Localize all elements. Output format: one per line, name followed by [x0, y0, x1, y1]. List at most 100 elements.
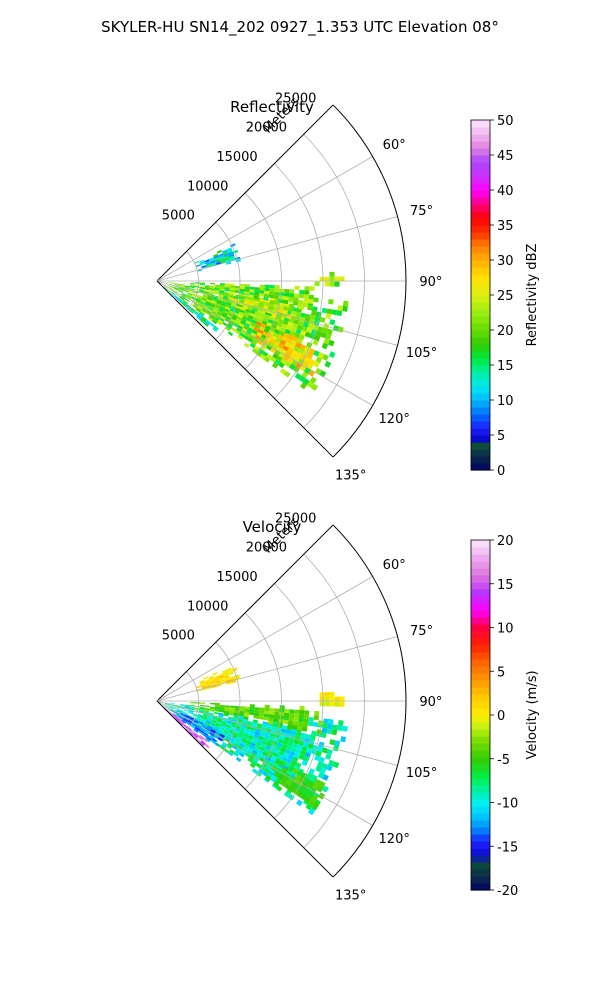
echo-cell	[301, 760, 308, 767]
echo-cell	[287, 321, 294, 327]
echo-cell	[179, 285, 185, 288]
reflectivity-title: Reflectivity	[230, 98, 314, 116]
echo-cell	[319, 696, 325, 702]
echo-cell	[329, 696, 335, 702]
echo-cell	[259, 732, 265, 738]
colorbar-segment	[471, 659, 490, 667]
echo-cell	[216, 299, 222, 303]
echo-cell	[204, 288, 210, 291]
colorbar-segment	[471, 645, 490, 653]
echo-cell	[297, 348, 305, 355]
echo-cell	[304, 751, 311, 758]
echo-cell	[290, 747, 297, 753]
echo-cell	[339, 276, 345, 282]
echo-cell	[307, 721, 314, 727]
echo-cell	[199, 728, 205, 733]
echo-cell	[221, 721, 227, 725]
echo-cell	[278, 305, 284, 310]
echo-cell	[184, 287, 190, 289]
echo-cell	[259, 345, 266, 351]
echo-cell	[180, 296, 185, 300]
colorbar-segment	[471, 183, 490, 191]
echo-cell	[334, 696, 340, 702]
echo-cell	[165, 702, 170, 704]
echo-cell	[342, 725, 348, 732]
azimuth-tick-label: 75°	[410, 624, 433, 639]
echo-cell	[183, 300, 188, 305]
echo-cell	[298, 713, 305, 719]
echo-cell	[193, 291, 199, 294]
echo-cell	[253, 715, 259, 719]
echo-cell	[279, 761, 286, 768]
echo-cell	[266, 322, 273, 327]
azimuth-spoke	[156, 156, 373, 282]
echo-cell	[258, 304, 264, 309]
echo-cell	[241, 747, 248, 753]
azimuth-tick-label: 60°	[383, 558, 406, 573]
echo-cell	[250, 727, 257, 732]
reflectivity-polar-grid	[156, 104, 407, 458]
echo-cell	[205, 720, 211, 725]
echo-cell	[256, 723, 263, 728]
echo-cell	[252, 722, 258, 726]
echo-cell	[262, 331, 269, 337]
echo-cell	[298, 375, 306, 383]
echo-cell	[334, 740, 341, 747]
echo-cell	[193, 718, 199, 723]
echo-cell	[170, 702, 176, 704]
echo-cell	[221, 313, 227, 319]
echo-cell	[170, 282, 176, 284]
azimuth-spoke	[156, 636, 398, 702]
figure-suptitle: SKYLER-HU SN14_202 0927_1.353 UTC Elevat…	[101, 18, 499, 37]
echo-cell	[250, 752, 257, 758]
echo-cell	[259, 707, 265, 711]
echo-cell	[208, 292, 214, 296]
echo-cell	[308, 294, 315, 300]
echo-cell	[175, 717, 180, 722]
echo-cell	[194, 705, 200, 708]
echo-cell	[232, 667, 238, 672]
echo-cell	[273, 295, 279, 299]
colorbar-tick-label: 10	[497, 394, 514, 409]
echo-cell	[198, 710, 204, 713]
echo-cell	[281, 725, 288, 730]
echo-cell	[294, 752, 301, 759]
echo-cell	[219, 706, 225, 710]
echo-cell	[288, 343, 296, 350]
echo-cell	[263, 759, 270, 765]
echo-cell	[189, 708, 195, 711]
echo-cell	[219, 286, 225, 290]
echo-cell	[188, 309, 194, 314]
echo-cell	[252, 719, 259, 724]
echo-cell	[265, 764, 272, 771]
echo-cell	[255, 762, 262, 769]
echo-cell	[257, 768, 264, 774]
echo-cell	[201, 299, 207, 303]
echo-cell	[205, 311, 211, 316]
echo-cell	[197, 269, 203, 272]
echo-cell	[311, 383, 319, 391]
echo-cell	[178, 721, 183, 726]
echo-cell	[258, 293, 265, 297]
echo-cell	[296, 324, 303, 331]
echo-cell	[173, 713, 179, 718]
echo-cell	[257, 348, 264, 354]
reflectivity-colorbar-label: Reflectivity dBZ	[525, 244, 540, 347]
echo-cell	[287, 347, 294, 354]
echo-cell	[228, 730, 234, 735]
echo-cell	[292, 301, 299, 306]
echo-cell	[182, 711, 188, 715]
echo-cell	[342, 305, 348, 312]
echo-cell	[327, 723, 334, 730]
echo-cell	[319, 692, 325, 697]
echo-cell	[222, 312, 228, 317]
azimuth-tick-label: 120°	[379, 832, 410, 847]
echo-cell	[183, 290, 189, 293]
echo-cell	[266, 753, 273, 759]
echo-cell	[257, 339, 264, 346]
echo-cell	[209, 724, 215, 728]
echo-cell	[314, 755, 321, 762]
echo-cell	[266, 333, 273, 339]
echo-cell	[270, 743, 277, 749]
echo-cell	[209, 734, 215, 739]
